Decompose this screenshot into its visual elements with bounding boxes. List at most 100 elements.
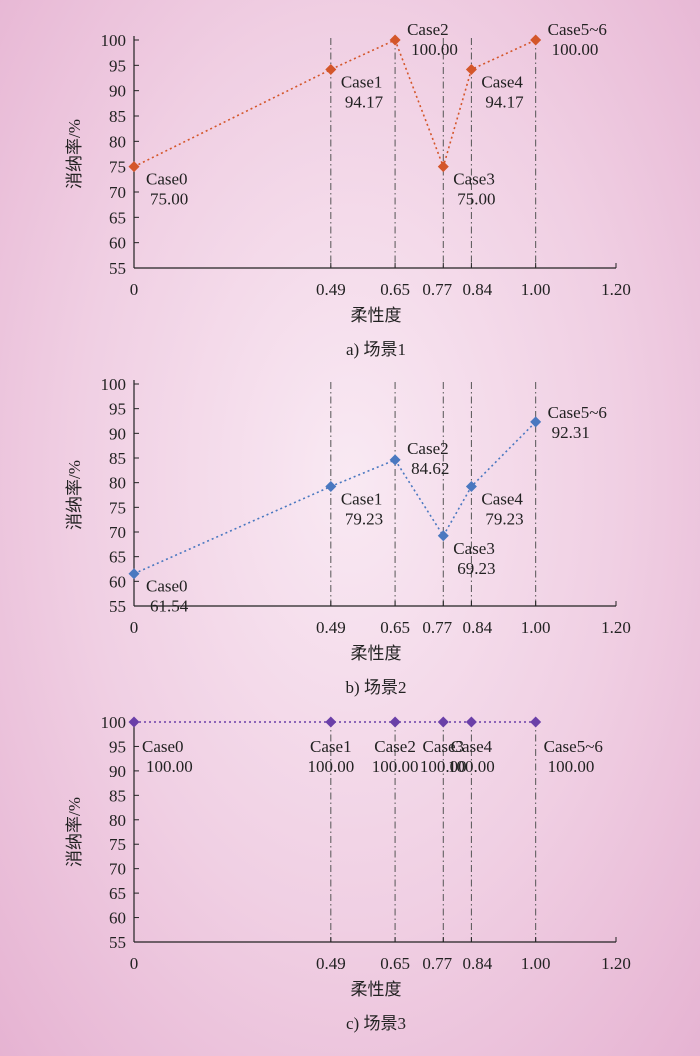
panel-caption: a) 场景1 [346, 340, 406, 359]
data-label-3: Case2 100.00 [407, 20, 458, 59]
y-tick-label: 75 [109, 498, 126, 517]
data-label-3: Case2 100.00 [372, 737, 419, 776]
data-label-value: 100.00 [420, 757, 467, 776]
data-label-value: 61.54 [150, 597, 189, 616]
data-label-case: Case1 [341, 489, 383, 508]
x-axis-title: 柔性度 [351, 980, 402, 999]
data-point-5 [465, 716, 477, 728]
data-label-case: Case4 [451, 737, 493, 756]
y-tick-label: 85 [109, 786, 126, 805]
chart-panel-1: 55 60 65 70 75 80 85 90 95 100 0 0.49 0.65 0.77 0.84 1.… [65, 20, 631, 359]
data-label-case: Case5~6 [548, 403, 607, 422]
data-label-6: Case5~6 92.31 [548, 403, 607, 442]
data-label-5: Case4 79.23 [481, 489, 523, 528]
y-tick-label: 80 [109, 474, 126, 493]
x-tick-label: 1.00 [521, 954, 551, 973]
y-axis-title: 消纳率/% [65, 119, 84, 189]
y-tick-label: 65 [109, 548, 126, 567]
y-tick-label: 100 [101, 375, 127, 394]
x-tick-label: 0.65 [380, 954, 410, 973]
data-label-5: Case4 94.17 [481, 73, 524, 112]
data-label-value: 79.23 [345, 509, 383, 528]
x-tick-label: 0.84 [463, 954, 493, 973]
y-tick-label: 60 [109, 909, 126, 928]
x-tick-label: 1.00 [521, 618, 551, 637]
y-tick-label: 55 [109, 933, 126, 952]
y-tick-label: 60 [109, 234, 126, 253]
data-label-case: Case0 [146, 577, 188, 596]
data-point-5 [465, 480, 477, 492]
y-tick-label: 90 [109, 762, 126, 781]
y-tick-label: 90 [109, 82, 126, 101]
data-point-5 [465, 64, 477, 76]
chart-panel-2: 55 60 65 70 75 80 85 90 95 100 0 0.49 0.65 0.77 0.84 1.… [65, 375, 631, 697]
y-tick-label: 95 [109, 400, 126, 419]
data-label-case: Case3 [453, 170, 495, 189]
data-point-4 [437, 530, 449, 542]
data-label-1: Case0 61.54 [146, 577, 189, 616]
data-point-4 [437, 716, 449, 728]
data-label-value: 100.00 [146, 757, 193, 776]
data-label-value: 100.00 [552, 40, 599, 59]
y-tick-label: 65 [109, 208, 126, 227]
data-label-5: Case4 100.00 [448, 737, 495, 776]
data-label-value: 100.00 [307, 757, 354, 776]
data-label-2: Case1 100.00 [307, 737, 354, 776]
y-tick-label: 95 [109, 737, 126, 756]
data-label-case: Case5~6 [544, 737, 603, 756]
x-tick-label: 1.00 [521, 280, 551, 299]
data-label-value: 69.23 [457, 559, 495, 578]
y-tick-label: 80 [109, 132, 126, 151]
data-point-2 [325, 64, 337, 76]
y-tick-label: 70 [109, 860, 126, 879]
data-label-value: 100.00 [411, 40, 458, 59]
data-point-1 [128, 716, 140, 728]
y-tick-label: 100 [101, 31, 127, 50]
data-label-case: Case3 [423, 737, 465, 756]
data-label-4: Case3 100.00 [420, 737, 467, 776]
data-point-6 [530, 716, 542, 728]
data-label-value: 75.00 [150, 190, 188, 209]
data-label-value: 92.31 [552, 423, 590, 442]
y-tick-label: 85 [109, 107, 126, 126]
x-tick-label: 0.49 [316, 954, 346, 973]
x-tick-label: 0.77 [422, 618, 452, 637]
data-label-value: 94.17 [485, 93, 524, 112]
x-axis-title: 柔性度 [351, 306, 402, 325]
y-axis-title: 消纳率/% [65, 460, 84, 530]
data-label-2: Case1 94.17 [341, 73, 384, 112]
data-label-1: Case0 75.00 [146, 170, 188, 209]
x-tick-label: 0.65 [380, 618, 410, 637]
x-tick-label: 0.65 [380, 280, 410, 299]
y-tick-label: 65 [109, 884, 126, 903]
x-axis-title: 柔性度 [351, 644, 402, 663]
series-line [133, 421, 537, 575]
y-tick-label: 80 [109, 811, 126, 830]
data-label-2: Case1 79.23 [341, 489, 383, 528]
x-tick-label: 0 [130, 280, 139, 299]
y-tick-label: 95 [109, 56, 126, 75]
data-label-6: Case5~6 100.00 [548, 20, 607, 59]
data-label-case: Case0 [142, 737, 184, 756]
y-tick-label: 100 [101, 713, 127, 732]
data-label-case: Case5~6 [548, 20, 607, 39]
x-tick-label: 0 [130, 618, 139, 637]
y-tick-label: 70 [109, 523, 126, 542]
panel-caption: b) 场景2 [346, 678, 407, 697]
x-tick-label: 0.77 [422, 954, 452, 973]
data-label-case: Case1 [310, 737, 352, 756]
data-point-2 [325, 716, 337, 728]
x-tick-label: 0.84 [463, 618, 493, 637]
data-label-6: Case5~6 100.00 [544, 737, 603, 776]
data-label-value: 100.00 [448, 757, 495, 776]
data-label-case: Case2 [407, 20, 449, 39]
data-label-value: 84.62 [411, 459, 449, 478]
x-tick-label: 0 [130, 954, 139, 973]
data-point-3 [389, 716, 401, 728]
y-tick-label: 70 [109, 183, 126, 202]
series-line [133, 38, 537, 170]
y-tick-label: 55 [109, 597, 126, 616]
data-label-case: Case4 [481, 489, 523, 508]
data-label-1: Case0 100.00 [142, 737, 193, 776]
